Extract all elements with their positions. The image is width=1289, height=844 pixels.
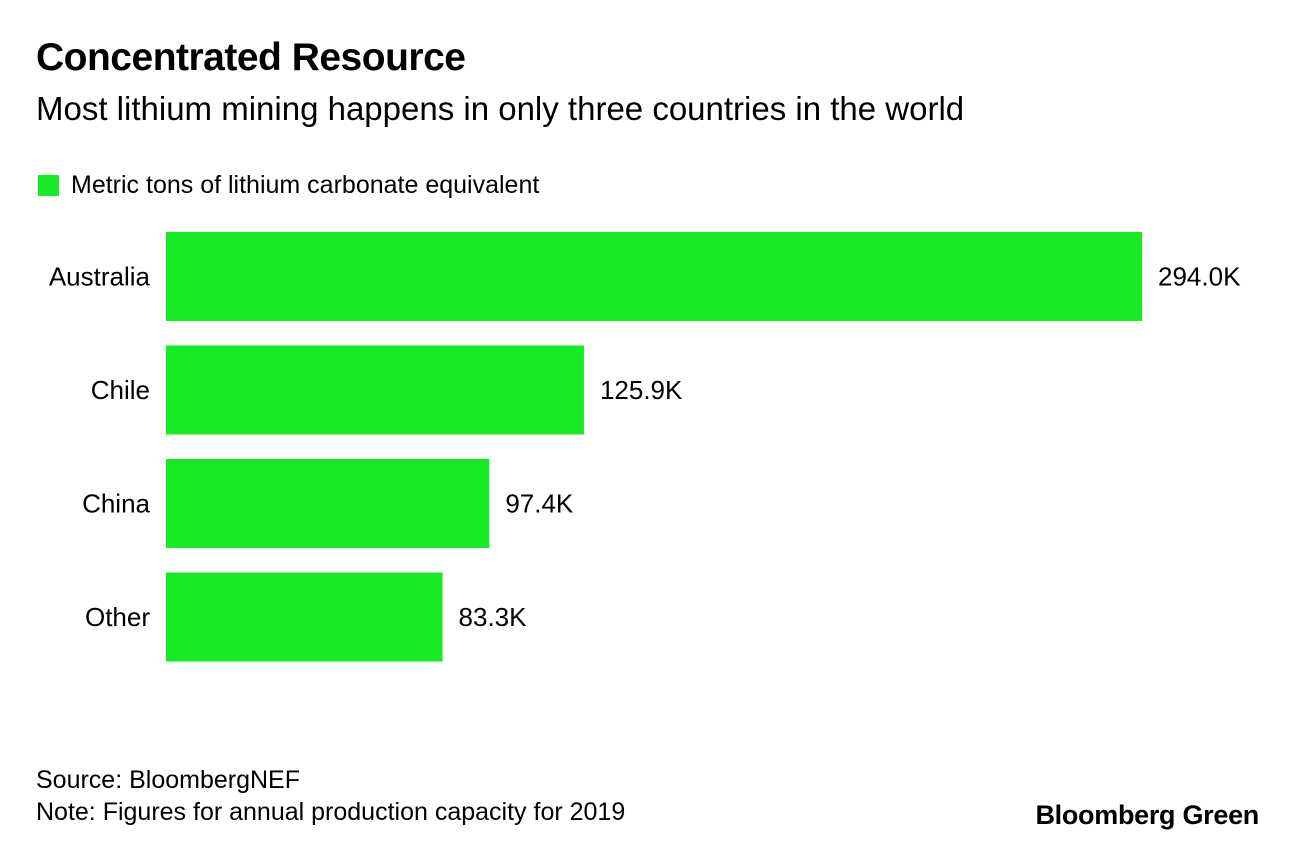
data-label: 97.4K bbox=[505, 489, 574, 519]
footnote: Note: Figures for annual production capa… bbox=[36, 798, 626, 826]
legend: Metric tons of lithium carbonate equival… bbox=[38, 170, 539, 200]
chart-title: Concentrated Resource bbox=[36, 36, 466, 79]
source-note: Source: BloombergNEF bbox=[36, 766, 301, 794]
bar-chart: Australia 294.0K Chile 125.9K China 97.4K Othe… bbox=[49, 232, 1241, 662]
category-label: Other bbox=[85, 602, 150, 632]
bar-chile bbox=[166, 345, 584, 435]
category-label: Australia bbox=[49, 262, 151, 292]
data-label: 294.0K bbox=[1158, 262, 1241, 292]
data-label: 83.3K bbox=[459, 602, 528, 632]
bar-china bbox=[166, 459, 490, 548]
data-label: 125.9K bbox=[600, 375, 683, 405]
category-label: China bbox=[82, 489, 150, 519]
brand-logo: Bloomberg Green bbox=[1035, 800, 1259, 830]
legend-swatch bbox=[38, 174, 59, 196]
category-label: Chile bbox=[91, 375, 150, 405]
bar-other bbox=[166, 572, 443, 662]
bar-australia bbox=[166, 232, 1142, 321]
legend-label: Metric tons of lithium carbonate equival… bbox=[71, 170, 540, 199]
chart-subtitle: Most lithium mining happens in only thre… bbox=[36, 90, 965, 127]
